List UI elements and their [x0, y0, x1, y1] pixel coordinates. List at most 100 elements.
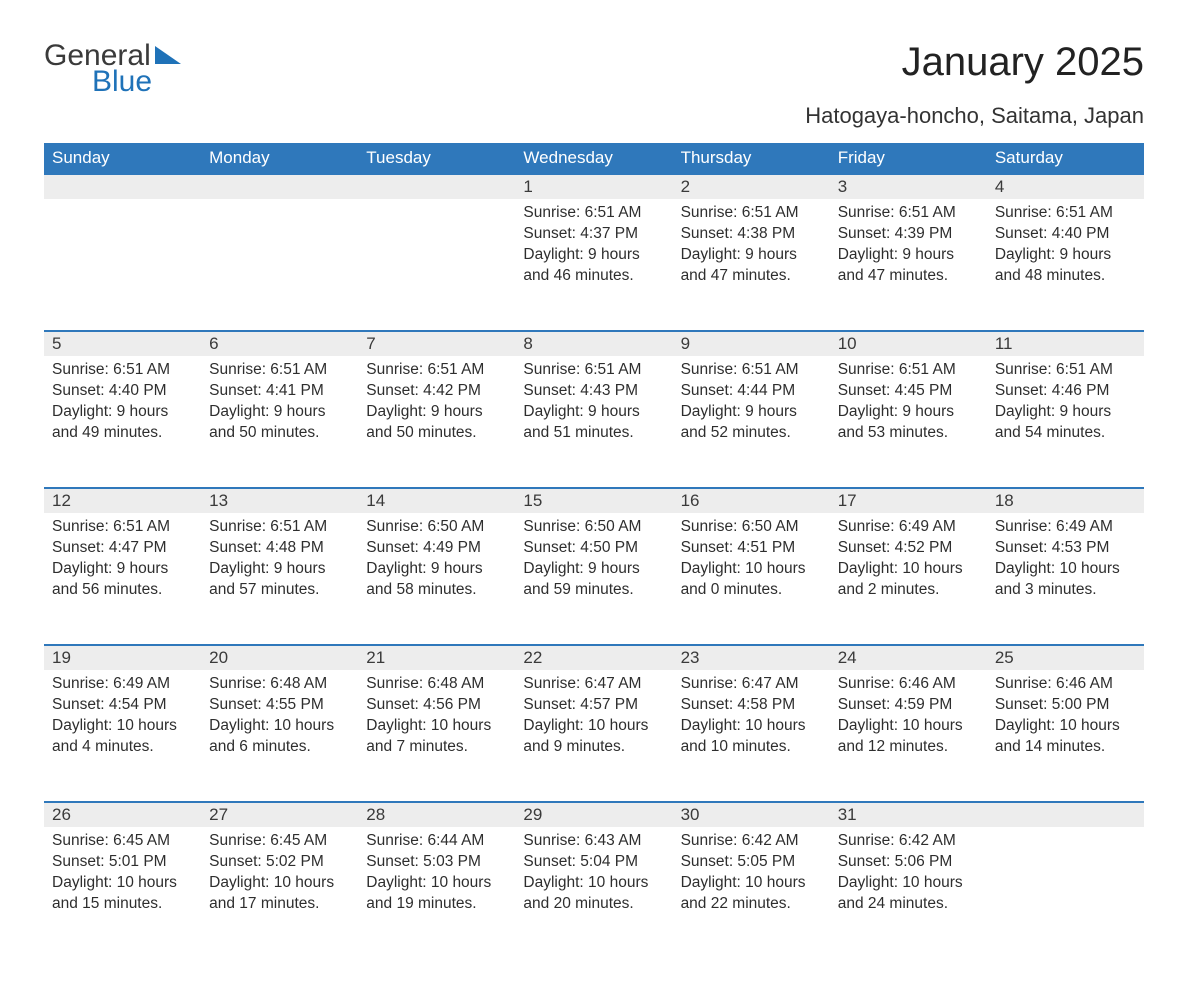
day-number-cell: 24	[830, 645, 987, 670]
daylight-text: Daylight: 9 hours	[523, 402, 664, 423]
day-info-cell: Sunrise: 6:51 AMSunset: 4:38 PMDaylight:…	[673, 199, 830, 331]
daylight-text: Daylight: 9 hours	[523, 559, 664, 580]
day-number-cell: 23	[673, 645, 830, 670]
day-number-cell: 8	[515, 331, 672, 356]
day-header: Thursday	[673, 143, 830, 174]
sunset-text: Sunset: 4:39 PM	[838, 224, 979, 245]
day-number-cell: 17	[830, 488, 987, 513]
sunset-text: Sunset: 4:42 PM	[366, 381, 507, 402]
daylight-text: and 47 minutes.	[681, 266, 822, 287]
daylight-text: and 53 minutes.	[838, 423, 979, 444]
sunrise-text: Sunrise: 6:51 AM	[52, 360, 193, 381]
day-number-cell	[987, 802, 1144, 827]
day-number-cell: 21	[358, 645, 515, 670]
day-number-row: 19202122232425	[44, 645, 1144, 670]
daylight-text: and 49 minutes.	[52, 423, 193, 444]
sunrise-text: Sunrise: 6:46 AM	[995, 674, 1136, 695]
day-number-cell: 15	[515, 488, 672, 513]
sunset-text: Sunset: 4:49 PM	[366, 538, 507, 559]
day-info-cell: Sunrise: 6:45 AMSunset: 5:02 PMDaylight:…	[201, 827, 358, 959]
sunset-text: Sunset: 5:01 PM	[52, 852, 193, 873]
day-info-cell: Sunrise: 6:49 AMSunset: 4:54 PMDaylight:…	[44, 670, 201, 802]
day-info-cell: Sunrise: 6:51 AMSunset: 4:46 PMDaylight:…	[987, 356, 1144, 488]
daylight-text: and 57 minutes.	[209, 580, 350, 601]
day-info-cell: Sunrise: 6:50 AMSunset: 4:50 PMDaylight:…	[515, 513, 672, 645]
sunrise-text: Sunrise: 6:46 AM	[838, 674, 979, 695]
day-info-cell: Sunrise: 6:51 AMSunset: 4:39 PMDaylight:…	[830, 199, 987, 331]
day-number-cell: 2	[673, 174, 830, 199]
day-header: Sunday	[44, 143, 201, 174]
day-info-cell: Sunrise: 6:51 AMSunset: 4:44 PMDaylight:…	[673, 356, 830, 488]
sunset-text: Sunset: 4:44 PM	[681, 381, 822, 402]
day-info-cell: Sunrise: 6:49 AMSunset: 4:52 PMDaylight:…	[830, 513, 987, 645]
sunset-text: Sunset: 4:41 PM	[209, 381, 350, 402]
day-number-cell: 31	[830, 802, 987, 827]
sunset-text: Sunset: 4:37 PM	[523, 224, 664, 245]
sunset-text: Sunset: 5:02 PM	[209, 852, 350, 873]
daylight-text: Daylight: 10 hours	[995, 716, 1136, 737]
daylight-text: and 12 minutes.	[838, 737, 979, 758]
day-info-cell: Sunrise: 6:42 AMSunset: 5:05 PMDaylight:…	[673, 827, 830, 959]
calendar-table: Sunday Monday Tuesday Wednesday Thursday…	[44, 143, 1144, 959]
day-number-cell: 26	[44, 802, 201, 827]
sunset-text: Sunset: 4:54 PM	[52, 695, 193, 716]
day-number-cell	[201, 174, 358, 199]
day-number-cell: 14	[358, 488, 515, 513]
sunrise-text: Sunrise: 6:49 AM	[995, 517, 1136, 538]
day-header-row: Sunday Monday Tuesday Wednesday Thursday…	[44, 143, 1144, 174]
daylight-text: Daylight: 9 hours	[523, 245, 664, 266]
sunset-text: Sunset: 5:06 PM	[838, 852, 979, 873]
sunset-text: Sunset: 5:05 PM	[681, 852, 822, 873]
day-number-cell: 22	[515, 645, 672, 670]
day-info-row: Sunrise: 6:51 AMSunset: 4:37 PMDaylight:…	[44, 199, 1144, 331]
day-number-cell: 1	[515, 174, 672, 199]
logo: General Blue	[44, 40, 181, 97]
day-number-cell: 5	[44, 331, 201, 356]
day-number-cell: 3	[830, 174, 987, 199]
sunrise-text: Sunrise: 6:45 AM	[52, 831, 193, 852]
sunrise-text: Sunrise: 6:42 AM	[838, 831, 979, 852]
sunrise-text: Sunrise: 6:51 AM	[995, 203, 1136, 224]
sunrise-text: Sunrise: 6:49 AM	[838, 517, 979, 538]
daylight-text: and 15 minutes.	[52, 894, 193, 915]
day-number-cell: 27	[201, 802, 358, 827]
sunrise-text: Sunrise: 6:51 AM	[681, 203, 822, 224]
sunset-text: Sunset: 4:52 PM	[838, 538, 979, 559]
sunset-text: Sunset: 4:48 PM	[209, 538, 350, 559]
daylight-text: Daylight: 9 hours	[52, 559, 193, 580]
day-info-cell: Sunrise: 6:46 AMSunset: 4:59 PMDaylight:…	[830, 670, 987, 802]
daylight-text: and 22 minutes.	[681, 894, 822, 915]
daylight-text: and 47 minutes.	[838, 266, 979, 287]
daylight-text: Daylight: 9 hours	[838, 402, 979, 423]
day-number-cell: 29	[515, 802, 672, 827]
sunset-text: Sunset: 4:57 PM	[523, 695, 664, 716]
daylight-text: and 7 minutes.	[366, 737, 507, 758]
day-number-cell: 10	[830, 331, 987, 356]
day-info-cell: Sunrise: 6:49 AMSunset: 4:53 PMDaylight:…	[987, 513, 1144, 645]
sunrise-text: Sunrise: 6:50 AM	[681, 517, 822, 538]
sunrise-text: Sunrise: 6:47 AM	[681, 674, 822, 695]
day-info-cell: Sunrise: 6:51 AMSunset: 4:37 PMDaylight:…	[515, 199, 672, 331]
daylight-text: Daylight: 9 hours	[681, 245, 822, 266]
day-number-row: 1234	[44, 174, 1144, 199]
day-number-row: 567891011	[44, 331, 1144, 356]
day-info-cell: Sunrise: 6:51 AMSunset: 4:48 PMDaylight:…	[201, 513, 358, 645]
daylight-text: Daylight: 10 hours	[995, 559, 1136, 580]
sunset-text: Sunset: 5:03 PM	[366, 852, 507, 873]
day-number-cell	[44, 174, 201, 199]
day-number-row: 12131415161718	[44, 488, 1144, 513]
daylight-text: and 20 minutes.	[523, 894, 664, 915]
sunrise-text: Sunrise: 6:48 AM	[366, 674, 507, 695]
day-number-cell: 4	[987, 174, 1144, 199]
sunset-text: Sunset: 4:59 PM	[838, 695, 979, 716]
day-info-cell	[44, 199, 201, 331]
logo-triangle-icon	[155, 46, 181, 69]
day-number-cell: 6	[201, 331, 358, 356]
sunset-text: Sunset: 4:58 PM	[681, 695, 822, 716]
day-info-cell: Sunrise: 6:46 AMSunset: 5:00 PMDaylight:…	[987, 670, 1144, 802]
day-info-row: Sunrise: 6:45 AMSunset: 5:01 PMDaylight:…	[44, 827, 1144, 959]
day-number-cell: 19	[44, 645, 201, 670]
daylight-text: Daylight: 9 hours	[838, 245, 979, 266]
daylight-text: Daylight: 10 hours	[681, 559, 822, 580]
day-info-cell: Sunrise: 6:42 AMSunset: 5:06 PMDaylight:…	[830, 827, 987, 959]
